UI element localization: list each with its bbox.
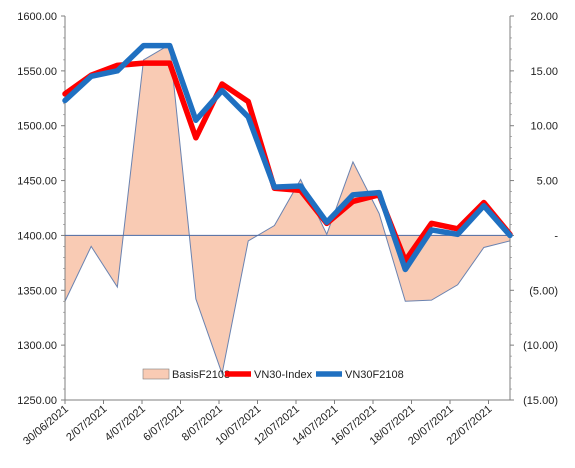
x-tick-label: 30/06/2021 — [21, 403, 71, 448]
legend-swatch — [142, 368, 170, 380]
index-lines-layer — [62, 42, 513, 273]
x-tick-label: 6/07/2021 — [141, 403, 186, 444]
legend-label: BasisF2108 — [172, 369, 230, 381]
legend-label: VN30F2108 — [345, 369, 404, 381]
legend-label: VN30-Index — [254, 369, 313, 381]
x-tick-label: 4/07/2021 — [103, 403, 148, 444]
series-line-vn30f2108 — [62, 42, 513, 273]
right-tick-label: - — [554, 230, 558, 242]
left-tick-label: 1550.00 — [17, 66, 57, 78]
left-tick-label: 1450.00 — [17, 176, 57, 188]
basis-area — [65, 44, 510, 374]
axes — [61, 15, 514, 404]
right-tick-label: (5.00) — [529, 285, 558, 297]
right-tick-label: (15.00) — [523, 395, 558, 407]
basis-area-layer — [64, 43, 511, 376]
left-tick-label: 1400.00 — [17, 230, 57, 242]
left-tick-label: 1300.00 — [17, 340, 57, 352]
left-tick-label: 1500.00 — [17, 121, 57, 133]
legend: BasisF2108 VN30-Index VN30F2108 — [142, 368, 404, 381]
basis-outline — [64, 43, 511, 376]
right-tick-label: (10.00) — [523, 340, 558, 352]
right-tick-label: 20.00 — [530, 11, 558, 23]
left-tick-label: 1250.00 — [17, 395, 57, 407]
x-tick-label: 2/07/2021 — [64, 403, 109, 444]
right-tick-label: 5.00 — [537, 176, 558, 188]
right-tick-label: 15.00 — [530, 66, 558, 78]
left-tick-label: 1350.00 — [17, 285, 57, 297]
left-tick-label: 1600.00 — [17, 11, 57, 23]
right-tick-label: 10.00 — [530, 121, 558, 133]
